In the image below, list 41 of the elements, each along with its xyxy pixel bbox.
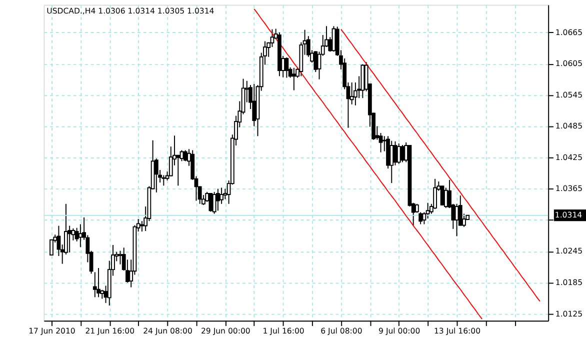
x-tick-label: 9 Jul 00:00 [378, 326, 420, 336]
y-tick-label: 1.0185 [555, 278, 583, 288]
y-tick-label: 1.0125 [555, 309, 583, 318]
chart-title: USDCAD.,H4 1.0306 1.0314 1.0305 1.0314 [46, 6, 214, 16]
x-tick-label: 1 Jul 16:00 [262, 326, 304, 336]
x-tick-label: 6 Jul 08:00 [320, 326, 362, 336]
y-tick-label: 1.0605 [555, 59, 583, 68]
candlestick [208, 192, 213, 212]
x-tick-label: 21 Jun 16:00 [85, 326, 135, 336]
line-series [254, 8, 483, 320]
candlestick [433, 178, 437, 210]
x-tick-label: 17 Jun 2010 [28, 326, 76, 336]
x-tick-label: 29 Jun 00:00 [200, 326, 250, 336]
candlestick [78, 224, 82, 248]
line-series [340, 28, 540, 302]
y-tick-label: 1.0425 [555, 152, 583, 162]
candlestick [92, 272, 97, 298]
ref-line-label: 1.0314 [554, 210, 582, 220]
y-tick-label: 1.0665 [555, 28, 583, 37]
y-tick-label: 1.0245 [555, 246, 583, 256]
candlestick [183, 150, 188, 162]
candlestick [390, 140, 394, 184]
candlestick [284, 56, 289, 78]
y-tick-label: 1.0485 [555, 122, 583, 131]
candlestick [216, 188, 220, 212]
candlestick [393, 140, 398, 166]
candlestick [212, 191, 216, 214]
y-tick-label: 1.0365 [555, 184, 583, 194]
candlestick [140, 220, 144, 232]
candlestick [396, 142, 401, 164]
candlestick [292, 67, 296, 91]
candlestick [220, 187, 224, 204]
candlestick [454, 203, 459, 237]
x-tick-label: 13 Jul 16:00 [434, 326, 481, 336]
candlestick [176, 154, 180, 186]
x-tick-label: 24 Jun 08:00 [143, 326, 192, 336]
candlestick [96, 268, 100, 298]
y-tick-label: 1.0545 [555, 90, 583, 100]
candlestick [400, 144, 404, 163]
candlestick [270, 28, 274, 48]
candlestick [440, 185, 444, 206]
